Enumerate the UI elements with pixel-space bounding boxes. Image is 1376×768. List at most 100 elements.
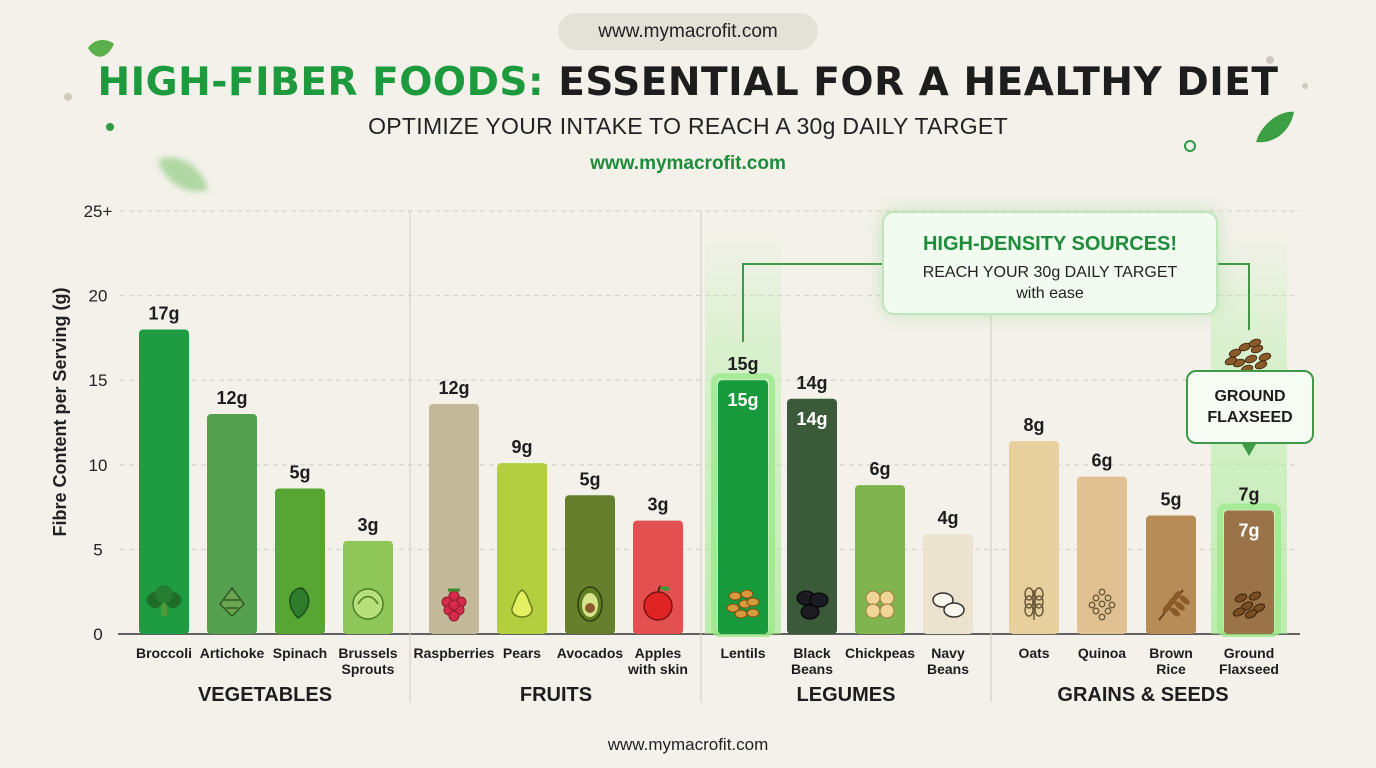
raspberry-icon	[441, 588, 467, 622]
chickpeas-icon	[865, 590, 895, 619]
y-tick-label: 10	[89, 456, 108, 475]
data-label: 12g	[216, 388, 247, 408]
category-label: Broccoli	[136, 645, 192, 661]
data-label: 6g	[1091, 451, 1112, 471]
callout-line-2: with ease	[1016, 285, 1084, 302]
callout-box: HIGH-DENSITY SOURCES! REACH YOUR 30g DAI…	[882, 211, 1218, 315]
url-pill[interactable]: www.mymacrofit.com	[558, 13, 818, 50]
leaf-icon	[1256, 111, 1294, 143]
data-label: 9g	[511, 437, 532, 457]
connector-lentils	[742, 263, 882, 342]
url-link-green[interactable]: www.mymacrofit.com	[590, 153, 786, 174]
spinach-icon	[289, 587, 310, 619]
decorations	[64, 40, 1308, 192]
page-title: HIGH-FIBER FOODS: ESSENTIAL FOR A HEALTH…	[0, 60, 1376, 105]
avocado-icon	[577, 586, 603, 622]
data-label-inner: 15g	[727, 390, 758, 410]
bar	[718, 380, 768, 634]
bar	[207, 414, 257, 634]
group-label: VEGETABLES	[198, 684, 332, 706]
data-label: 5g	[1160, 490, 1181, 510]
bar	[1224, 510, 1274, 634]
title-green: HIGH-FIBER FOODS:	[97, 60, 545, 105]
page-subtitle: OPTIMIZE YOUR INTAKE TO REACH A 30g DAIL…	[368, 113, 1008, 139]
leaf-icon	[158, 157, 208, 192]
flaxseed-pile-icon	[1224, 338, 1272, 374]
category-label: Apples with skin	[627, 645, 688, 677]
group-label: GRAINS & SEEDS	[1057, 684, 1228, 706]
bar	[429, 403, 479, 634]
data-label: 4g	[937, 508, 958, 528]
wheat-icon	[1158, 589, 1190, 621]
category-label: Oats	[1018, 645, 1049, 661]
broccoli-icon	[147, 585, 181, 616]
category-label: Chickpeas	[845, 645, 915, 661]
callout-title: HIGH-DENSITY SOURCES!	[922, 233, 1178, 255]
category-label: Raspberries	[414, 645, 495, 661]
bar	[1077, 476, 1127, 634]
artichoke-icon	[219, 586, 245, 618]
lentils-icon	[726, 589, 760, 619]
group-label: LEGUMES	[797, 684, 896, 706]
bar	[565, 495, 615, 634]
category-label: Ground Flaxseed	[1219, 645, 1279, 677]
data-label: 6g	[869, 459, 890, 479]
data-label: 5g	[579, 469, 600, 489]
leaf-icon	[88, 40, 114, 57]
black-beans-icon	[796, 590, 829, 620]
quinoa-icon	[1088, 588, 1116, 621]
dot-decoration	[64, 93, 72, 101]
category-label: Pears	[503, 645, 541, 661]
category-label: Black Beans	[791, 645, 833, 677]
y-tick-label: 20	[89, 287, 108, 306]
bar	[275, 488, 325, 634]
data-label: 7g	[1238, 484, 1259, 504]
pear-icon	[511, 589, 533, 618]
flax-label-pointer	[1242, 444, 1256, 456]
bar	[497, 463, 547, 634]
category-label: Brussels Sprouts	[338, 645, 397, 677]
data-label: 5g	[289, 462, 310, 482]
data-label: 8g	[1023, 415, 1044, 435]
data-label: 17g	[148, 303, 179, 323]
y-tick-label: 5	[93, 540, 102, 559]
category-label: Navy Beans	[927, 645, 969, 677]
data-label-inner: 7g	[1238, 520, 1259, 540]
category-label: Brown Rice	[1149, 645, 1193, 677]
bar	[1009, 441, 1059, 634]
dot-decoration	[106, 123, 114, 131]
category-label: Spinach	[273, 645, 327, 661]
dot-decoration	[1266, 56, 1274, 64]
category-label: Artichoke	[200, 645, 265, 661]
bar	[139, 329, 189, 634]
data-label: 3g	[647, 495, 668, 515]
data-label: 12g	[438, 378, 469, 398]
bar	[1146, 515, 1196, 634]
callout-line-1: REACH YOUR 30g DAILY TARGET	[922, 264, 1178, 281]
category-label: Lentils	[720, 645, 765, 661]
category-label: Avocados	[557, 645, 624, 661]
data-label: 14g	[796, 373, 827, 393]
y-tick-label: 15	[89, 371, 108, 390]
footer-url[interactable]: www.mymacrofit.com	[607, 735, 769, 754]
flaxseed-callout-label: GROUND FLAXSEED	[1186, 370, 1314, 444]
bar	[923, 534, 973, 634]
apple-icon	[643, 585, 673, 621]
callout-text: REACH YOUR 30g DAILY TARGET with ease	[884, 262, 1216, 304]
cabbage-icon	[352, 588, 384, 620]
navy-beans-icon	[932, 592, 965, 618]
title-dark: ESSENTIAL FOR A HEALTHY DIET	[544, 60, 1279, 105]
flaxseed-icon	[1232, 591, 1266, 619]
y-tick-label: 0	[93, 625, 102, 644]
bar	[343, 540, 393, 634]
ring-decoration	[1184, 140, 1196, 152]
data-label: 15g	[727, 354, 758, 374]
connector-flaxseed	[1218, 263, 1250, 330]
callout-connectors	[742, 263, 1256, 456]
dot-decoration	[1302, 83, 1308, 89]
bar	[787, 398, 837, 634]
data-label: 3g	[357, 515, 378, 535]
data-label-inner: 14g	[796, 409, 827, 429]
group-label: FRUITS	[520, 684, 592, 706]
